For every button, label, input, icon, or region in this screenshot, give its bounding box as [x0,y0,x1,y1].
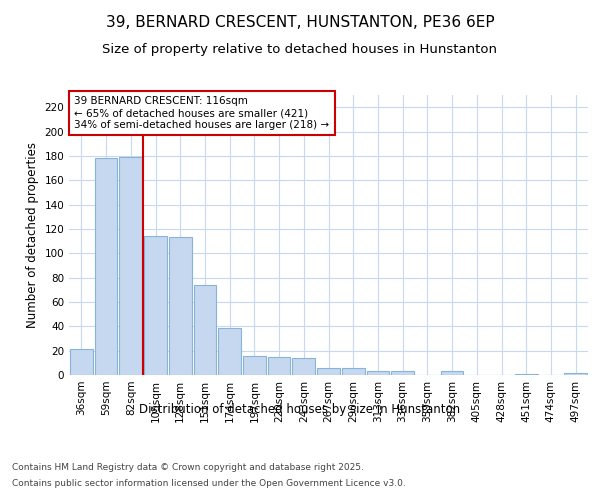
Bar [317,368,340,375]
Text: Contains HM Land Registry data © Crown copyright and database right 2025.: Contains HM Land Registry data © Crown c… [12,462,364,471]
Text: 39, BERNARD CRESCENT, HUNSTANTON, PE36 6EP: 39, BERNARD CRESCENT, HUNSTANTON, PE36 6… [106,15,494,30]
Text: Distribution of detached houses by size in Hunstanton: Distribution of detached houses by size … [139,402,461,415]
Bar [144,236,167,375]
Bar [70,350,93,375]
Bar [194,285,216,375]
Text: Size of property relative to detached houses in Hunstanton: Size of property relative to detached ho… [103,42,497,56]
Bar [268,356,290,375]
Bar [441,372,463,375]
Bar [95,158,118,375]
Bar [367,372,389,375]
Y-axis label: Number of detached properties: Number of detached properties [26,142,39,328]
Bar [342,368,365,375]
Bar [218,328,241,375]
Bar [391,372,414,375]
Bar [515,374,538,375]
Bar [119,157,142,375]
Bar [243,356,266,375]
Bar [292,358,315,375]
Text: Contains public sector information licensed under the Open Government Licence v3: Contains public sector information licen… [12,478,406,488]
Bar [564,372,587,375]
Text: 39 BERNARD CRESCENT: 116sqm
← 65% of detached houses are smaller (421)
34% of se: 39 BERNARD CRESCENT: 116sqm ← 65% of det… [74,96,329,130]
Bar [169,238,191,375]
